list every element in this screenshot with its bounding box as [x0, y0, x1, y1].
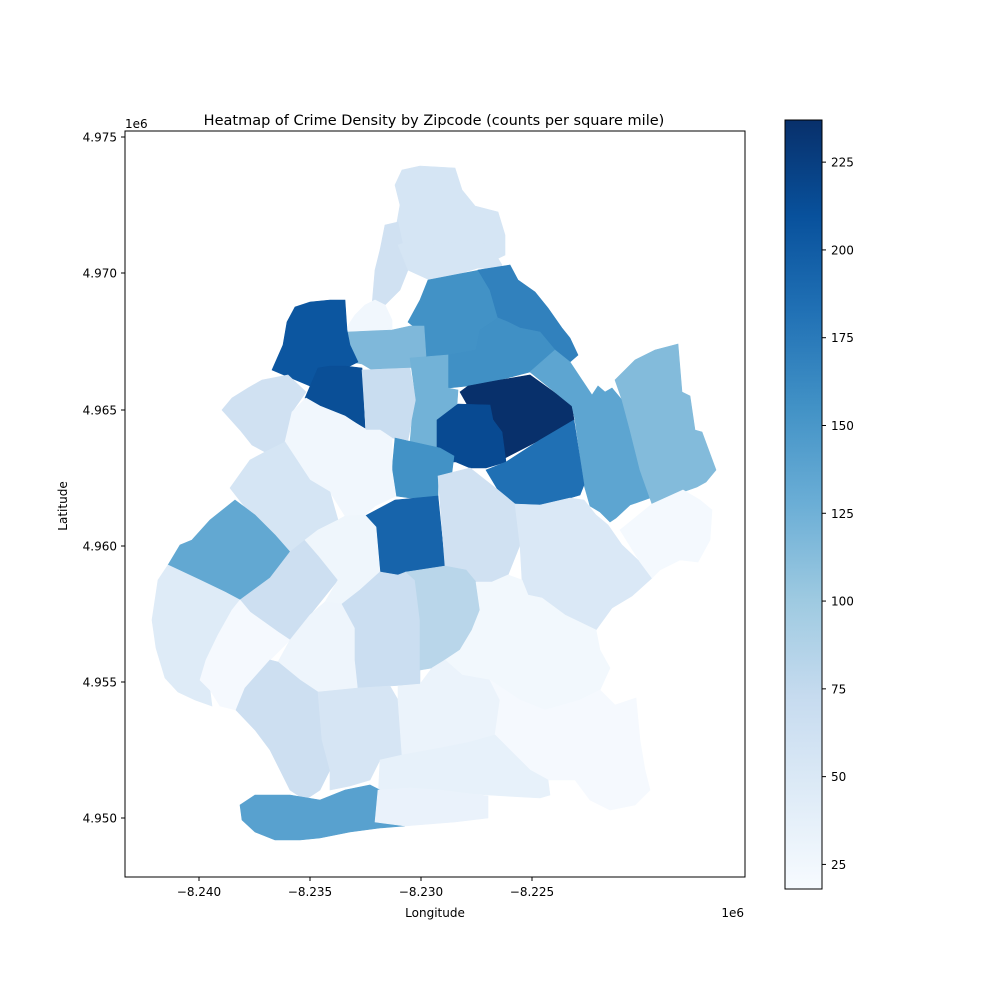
- x-axis-label: Longitude: [405, 906, 465, 920]
- zipcode-region: [361, 367, 417, 441]
- y-tick-label: 4.970: [83, 267, 117, 281]
- y-axis-label: Latitude: [56, 481, 70, 530]
- colorbar: 25 50 75 100 125 150 175 200 225: [784, 119, 854, 890]
- y-tick-label: 4.965: [83, 404, 117, 418]
- y-tick-label: 4.955: [83, 676, 117, 690]
- colorbar-tick-label: 25: [831, 858, 846, 872]
- x-tick-label: −8.225: [510, 885, 554, 899]
- colorbar-tick-label: 100: [831, 595, 854, 609]
- chart-title: Heatmap of Crime Density by Zipcode (cou…: [204, 113, 665, 129]
- zipcode-region: [619, 489, 713, 579]
- x-tick-label: −8.230: [399, 885, 443, 899]
- y-axis-ticks: 4.950 4.955 4.960 4.965 4.970 4.975: [83, 131, 125, 826]
- colorbar-tick-label: 225: [831, 156, 854, 170]
- colorbar-tick-label: 75: [831, 682, 846, 696]
- y-tick-label: 4.950: [83, 812, 117, 826]
- x-tick-label: −8.235: [288, 885, 332, 899]
- colorbar-tick-label: 150: [831, 419, 854, 433]
- zipcode-region: [344, 299, 393, 334]
- x-tick-label: −8.240: [177, 885, 221, 899]
- x-offset-label: 1e6: [721, 906, 744, 920]
- y-tick-label: 4.975: [83, 131, 117, 145]
- colorbar-ticks: 25 50 75 100 125 150 175 200 225: [822, 156, 854, 872]
- zipcode-region: [284, 397, 397, 517]
- zipcode-region: [374, 787, 489, 827]
- y-tick-label: 4.960: [83, 540, 117, 554]
- colorbar-tick-label: 200: [831, 243, 854, 257]
- plot-area-frame: [124, 130, 746, 878]
- colorbar-tick-label: 175: [831, 331, 854, 345]
- colorbar-tick-label: 50: [831, 770, 846, 784]
- zipcode-region: [221, 374, 307, 453]
- zipcode-region: [317, 685, 403, 791]
- colorbar-gradient: [784, 119, 823, 890]
- map-regions: [151, 165, 717, 841]
- zipcode-region: [614, 343, 717, 505]
- x-axis-ticks: −8.240 −8.235 −8.230 −8.225: [177, 877, 554, 899]
- y-offset-label: 1e6: [125, 117, 148, 131]
- colorbar-tick-label: 125: [831, 507, 854, 521]
